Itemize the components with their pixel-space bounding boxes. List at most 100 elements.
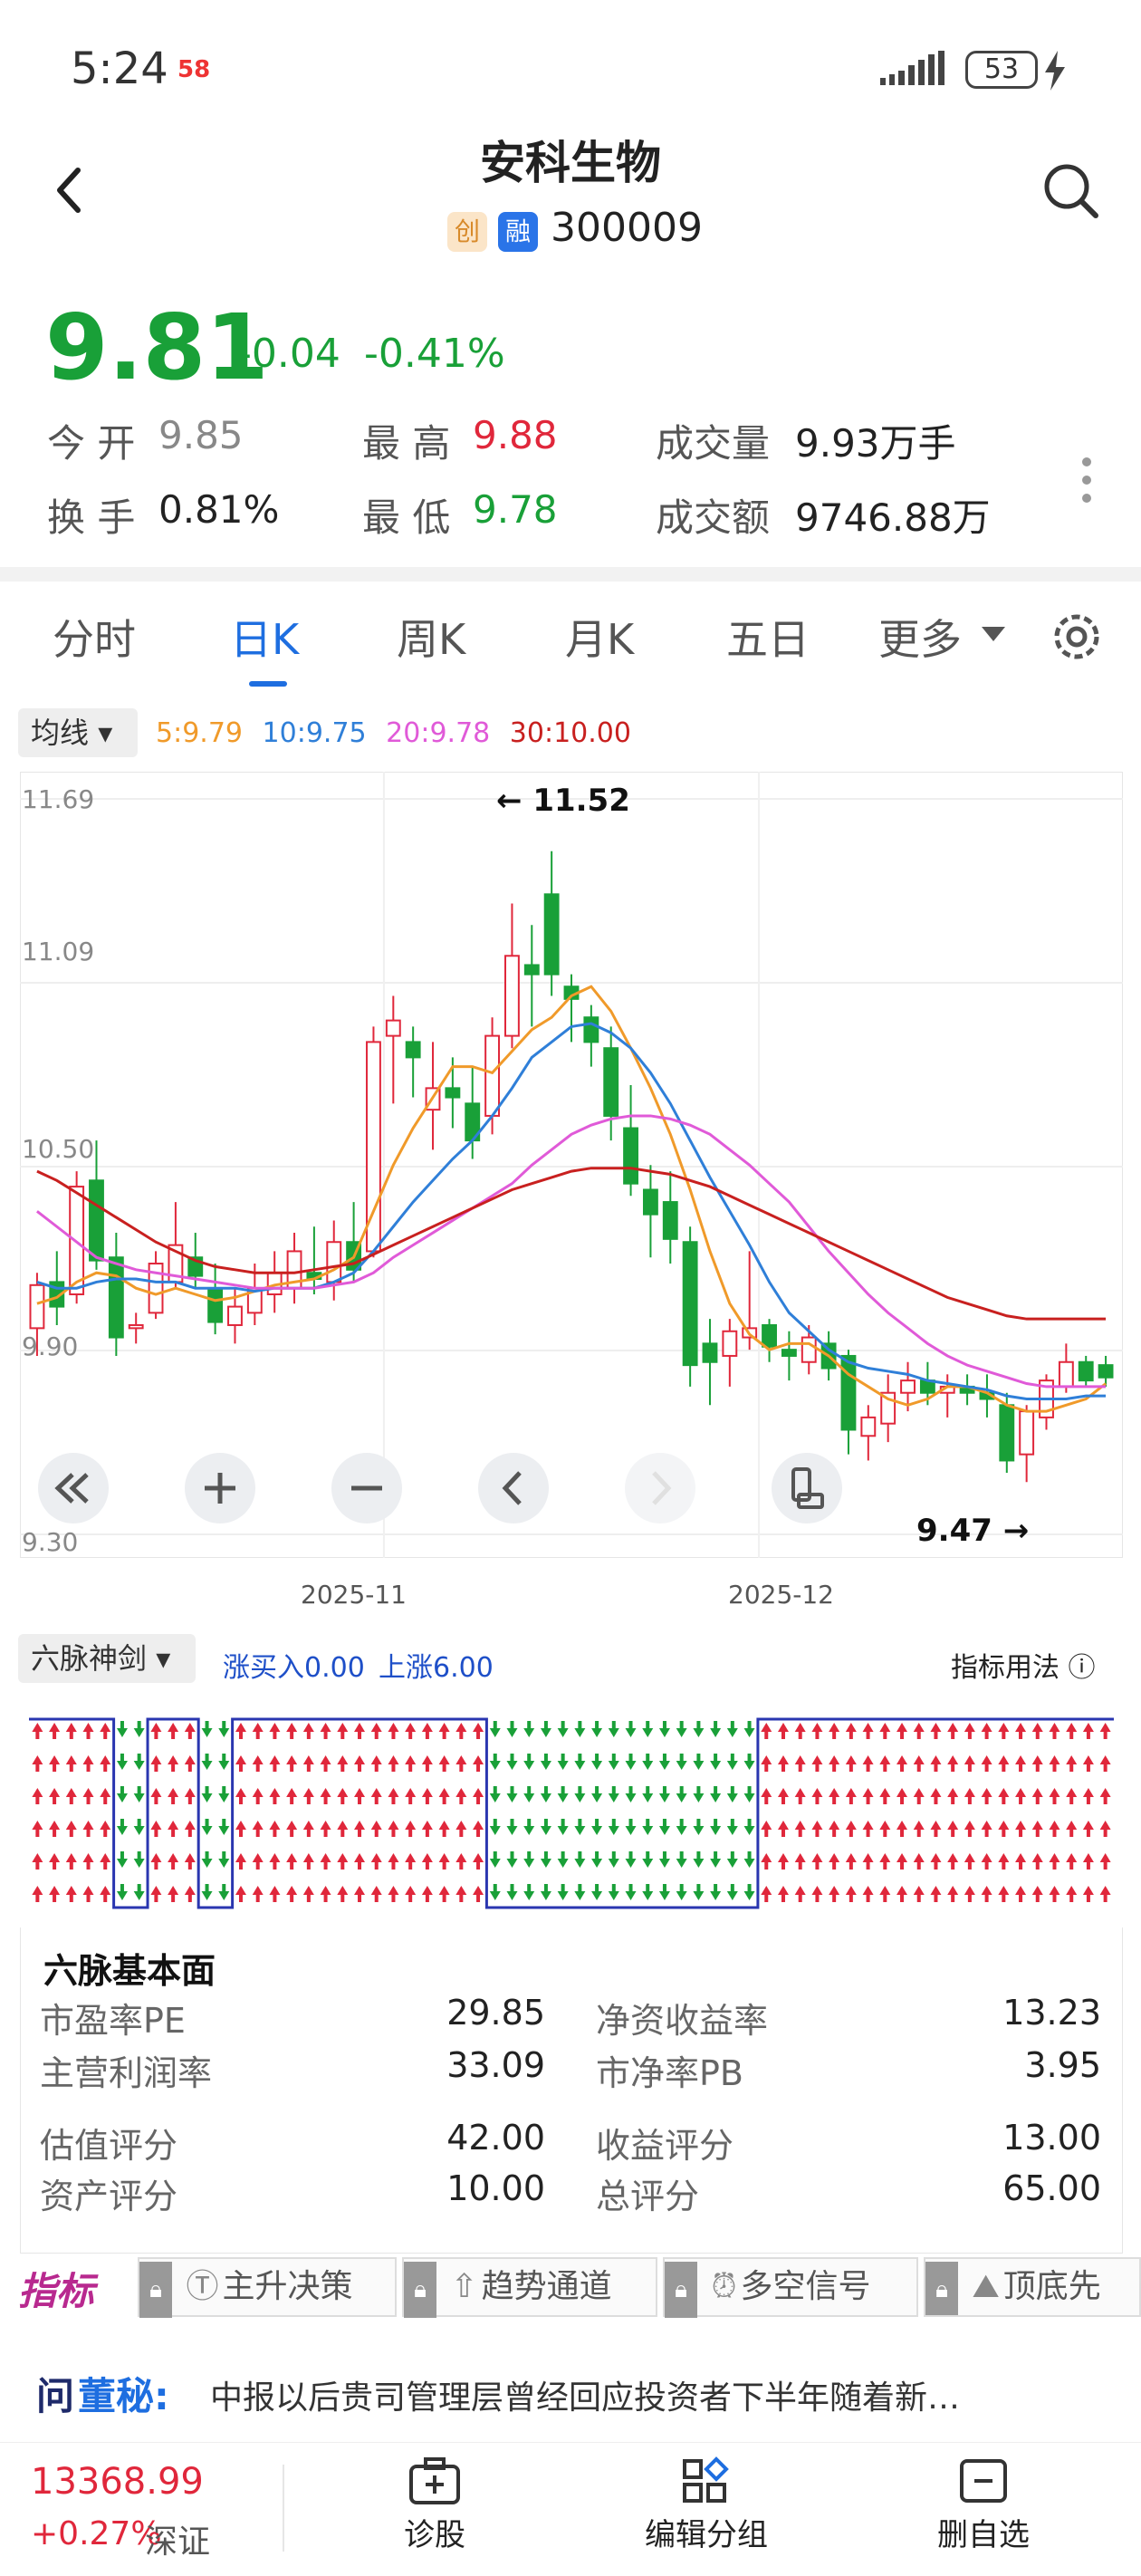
scroll-right-button[interactable] xyxy=(625,1453,695,1523)
arrow-stem xyxy=(781,1732,785,1739)
alarm-icon: ⏰︎ xyxy=(711,2268,737,2305)
arrow-stem xyxy=(290,1862,294,1870)
up-arrow xyxy=(405,1853,417,1862)
tab-five-day[interactable]: 五日 xyxy=(726,615,810,664)
up-arrow xyxy=(302,1821,314,1830)
down-arrow xyxy=(591,1761,603,1770)
down-arrow xyxy=(574,1793,586,1802)
tab-intraday[interactable]: 分时 xyxy=(53,615,136,664)
tab-weekly-k[interactable]: 周K xyxy=(397,615,466,664)
arrow-stem xyxy=(306,1862,311,1870)
arrow-stem xyxy=(578,1851,582,1859)
up-arrow xyxy=(405,1788,417,1797)
arrow-stem xyxy=(849,1862,853,1870)
kline-chart-frame[interactable] xyxy=(20,772,1123,1558)
down-arrow xyxy=(506,1793,518,1802)
tab-more[interactable]: 更多 xyxy=(878,615,962,664)
gear-icon[interactable] xyxy=(1049,609,1105,665)
index-value[interactable]: 13368.99 xyxy=(31,2461,204,2503)
candle-down xyxy=(781,1349,797,1357)
battery-icon: 53 xyxy=(965,51,1038,89)
candle-down xyxy=(523,964,540,976)
arrow-stem xyxy=(187,1895,192,1902)
ma5-line xyxy=(36,985,1107,1413)
up-arrow xyxy=(252,1853,264,1862)
arrow-stem xyxy=(187,1732,192,1739)
arrow-stem xyxy=(815,1797,820,1804)
up-arrow xyxy=(235,1723,246,1732)
indicator-tab-main-rise[interactable]: 🔒︎ Ⓣ 主升决策 xyxy=(138,2257,397,2318)
secretary-name: 董秘: xyxy=(78,2374,169,2418)
indicator-tab-trend-channel[interactable]: 🔒︎ ⇧ 趋势通道 xyxy=(402,2257,657,2318)
arrow-stem xyxy=(967,1862,972,1870)
medical-kit-icon xyxy=(409,2457,460,2504)
arrow-stem xyxy=(747,1884,752,1891)
arrow-stem xyxy=(595,1851,599,1859)
arrow-stem xyxy=(730,1786,734,1793)
back-button[interactable] xyxy=(45,163,91,217)
more-dots-icon[interactable] xyxy=(1078,453,1096,507)
candle-up xyxy=(722,1330,738,1357)
down-arrow xyxy=(658,1826,670,1835)
arrow-stem xyxy=(69,1732,73,1739)
arrow-stem xyxy=(340,1764,345,1772)
up-arrow xyxy=(811,1723,823,1732)
down-arrow xyxy=(133,1826,145,1835)
up-arrow xyxy=(82,1821,94,1830)
arrow-stem xyxy=(883,1895,887,1902)
scroll-left-button[interactable] xyxy=(478,1453,549,1523)
arrow-stem xyxy=(628,1884,633,1891)
price-change-pct: -0.41% xyxy=(364,331,505,377)
up-arrow xyxy=(354,1755,366,1764)
charging-icon xyxy=(1045,51,1065,91)
up-arrow xyxy=(184,1886,196,1895)
up-arrow xyxy=(455,1886,467,1895)
diagnose-button[interactable]: 诊股 xyxy=(389,2456,480,2564)
up-arrow xyxy=(862,1853,874,1862)
arrow-stem xyxy=(611,1721,616,1728)
indicator-selector[interactable]: 六脉神剑 ▾ xyxy=(18,1634,196,1683)
arrow-stem xyxy=(1002,1862,1006,1870)
candle-down xyxy=(702,1342,718,1363)
search-icon[interactable] xyxy=(1041,161,1099,219)
kline-chart[interactable] xyxy=(20,772,1123,1558)
indicator-tab-long-short[interactable]: 🔒︎ ⏰︎ 多空信号 xyxy=(663,2257,918,2318)
arrow-stem xyxy=(120,1851,124,1859)
arrow-stem xyxy=(459,1797,464,1804)
up-arrow xyxy=(150,1723,162,1732)
candle-down xyxy=(445,1087,461,1099)
arrow-stem xyxy=(340,1797,345,1804)
up-arrow xyxy=(337,1886,349,1895)
arrow-stem xyxy=(1035,1797,1040,1804)
down-arrow xyxy=(557,1761,569,1770)
up-arrow xyxy=(761,1853,772,1862)
tab-monthly-k[interactable]: 月K xyxy=(565,615,635,664)
zoom-in-button[interactable] xyxy=(185,1453,255,1523)
edit-group-button[interactable]: 编辑分组 xyxy=(643,2456,770,2564)
ma-selector[interactable]: 均线 ▾ xyxy=(18,708,138,757)
remove-watchlist-button[interactable]: 删自选 xyxy=(929,2456,1038,2564)
arrow-stem xyxy=(205,1851,209,1859)
fast-backward-button[interactable] xyxy=(38,1453,109,1523)
landscape-button[interactable] xyxy=(772,1453,842,1523)
arrow-stem xyxy=(340,1862,345,1870)
up-arrow xyxy=(913,1886,925,1895)
arrow-stem xyxy=(611,1754,616,1761)
arrow-stem xyxy=(171,1732,176,1739)
up-arrow xyxy=(1066,1886,1078,1895)
secretary-qa[interactable]: 问 董秘: 中报以后贵司管理层曾经回应投资者下半年随着新… xyxy=(0,2353,1141,2435)
arrow-stem xyxy=(290,1830,294,1837)
up-arrow xyxy=(1049,1723,1060,1732)
tab-daily-k[interactable]: 日K xyxy=(230,615,300,664)
group-grid-icon xyxy=(683,2456,729,2503)
up-arrow xyxy=(49,1821,61,1830)
arrow-stem xyxy=(967,1830,972,1837)
arrow-stem xyxy=(35,1895,40,1902)
up-arrow xyxy=(761,1886,772,1895)
zoom-out-button[interactable] xyxy=(331,1453,402,1523)
indicator-usage-link[interactable]: 指标用法 ⓘ xyxy=(951,1652,1096,1684)
indicator-tab-top-bottom[interactable]: 🔒︎ ⛰︎ 顶底先 xyxy=(924,2257,1141,2317)
candle-down xyxy=(642,1188,658,1216)
arrow-stem xyxy=(595,1786,599,1793)
arrow-stem xyxy=(832,1764,837,1772)
